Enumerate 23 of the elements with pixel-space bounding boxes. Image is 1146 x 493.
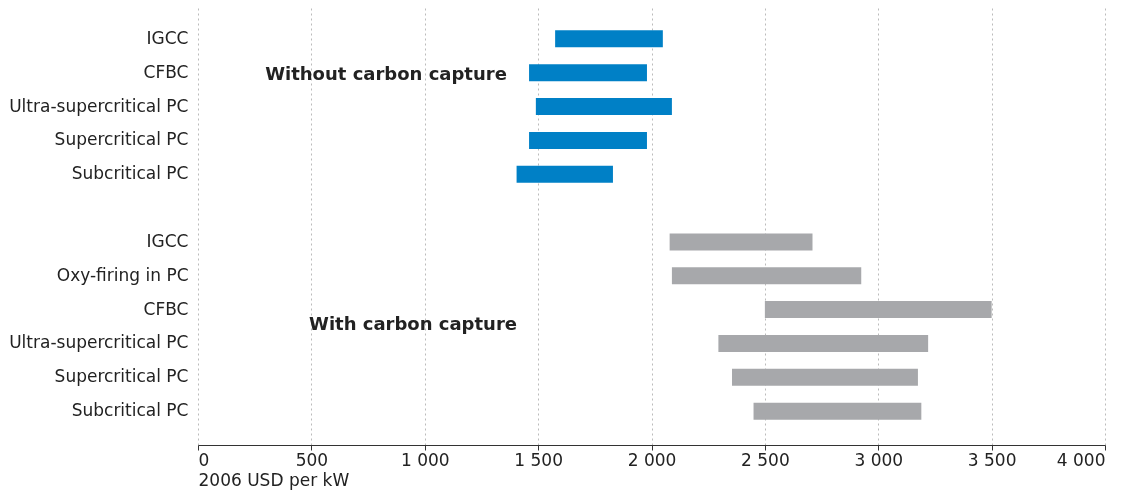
y-tick-label: CFBC bbox=[143, 61, 189, 82]
x-tick-label: 1 500 bbox=[514, 449, 563, 470]
y-tick-label: Supercritical PC bbox=[54, 366, 189, 387]
y-tick-label: Ultra-supercritical PC bbox=[9, 332, 189, 353]
x-axis-title: 2006 USD per kW bbox=[198, 469, 350, 490]
x-tick-label: 3 500 bbox=[967, 449, 1017, 470]
annotation: Without carbon capture bbox=[265, 63, 507, 84]
y-tick-label: Supercritical PC bbox=[54, 129, 189, 150]
y-tick-label: Subcritical PC bbox=[71, 163, 189, 184]
x-tick-label: 0 bbox=[198, 449, 210, 470]
y-tick-label: CFBC bbox=[143, 298, 189, 319]
x-tick-label: 500 bbox=[295, 449, 329, 470]
x-tick-label: 4 000 bbox=[1056, 449, 1106, 470]
x-tick-label: 2 000 bbox=[627, 449, 677, 470]
x-tick-label: 1 000 bbox=[400, 449, 450, 470]
x-tick-label: 3 000 bbox=[854, 449, 904, 470]
annotation: With carbon capture bbox=[309, 313, 517, 334]
y-tick-label: Oxy-firing in PC bbox=[56, 264, 189, 285]
x-tick-label: 2 500 bbox=[741, 449, 790, 470]
y-tick-label: Ultra-supercritical PC bbox=[9, 95, 189, 116]
y-tick-label: Subcritical PC bbox=[71, 400, 189, 421]
y-tick-label: IGCC bbox=[146, 230, 189, 251]
y-tick-label: IGCC bbox=[146, 27, 189, 48]
